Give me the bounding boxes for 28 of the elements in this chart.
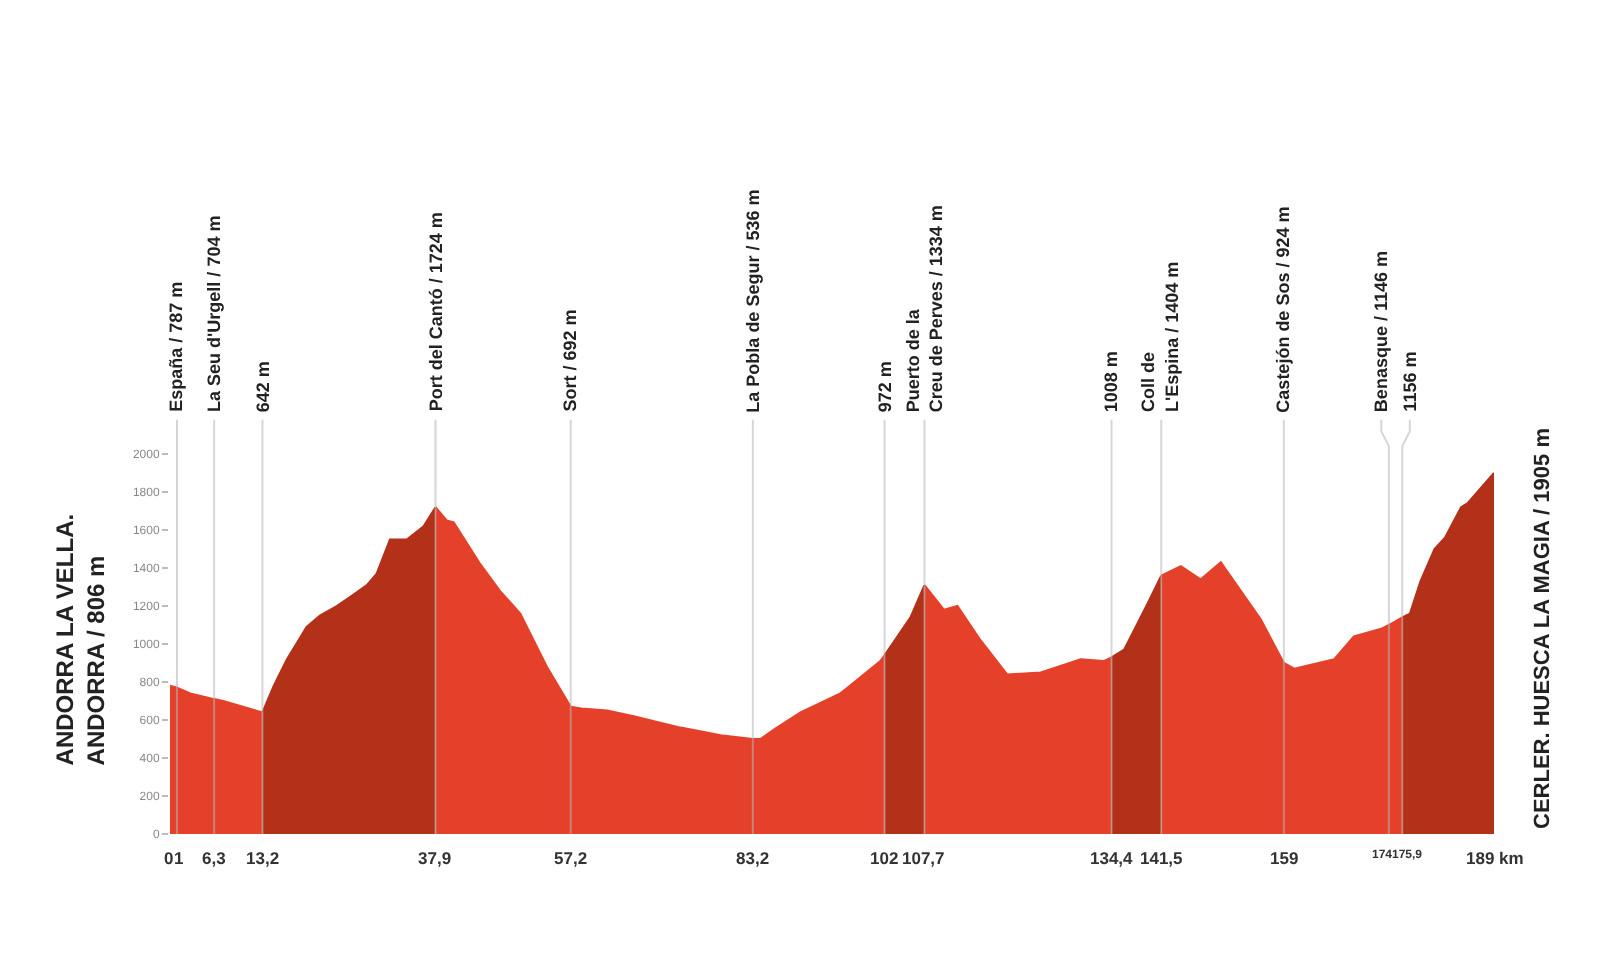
ref-line-label: Sort / 692 m	[559, 309, 580, 412]
ref-line-label: La Seu d'Urgell / 704 m	[204, 215, 225, 412]
x-tick-label: 107,7	[902, 848, 946, 868]
text: ANDORRA LA VELLA. ANDORRA / 806 m	[50, 513, 110, 766]
ref-line-label: España / 787 m	[166, 281, 187, 412]
ref-line-label: 1156 m	[1400, 351, 1421, 412]
ref-line-label: Port del Cantó / 1724 m	[425, 212, 446, 412]
ref-line-label: 972 m	[874, 361, 895, 413]
ref-line-label: Castejón de Sos / 924 m	[1273, 206, 1294, 413]
x-tick-label: 57,2	[554, 848, 588, 868]
x-tick-label: 189 km	[1466, 848, 1525, 868]
x-tick-label: 0	[164, 848, 174, 868]
x-tick-label: 134,4	[1090, 848, 1134, 868]
ref-line-label: 642 m	[252, 361, 273, 413]
x-tick-label: 141,5	[1140, 848, 1184, 868]
x-tick-label: 13,2	[246, 848, 280, 868]
ref-line-label: La Pobla de Segur / 536 m	[743, 189, 764, 413]
x-tick-label: 83,2	[736, 848, 770, 868]
x-tick-label: 159	[1270, 848, 1299, 868]
ref-line-label: Puerto de la Creu de Perves / 1334 m	[902, 205, 947, 413]
x-tick-label: 1	[174, 848, 184, 868]
ref-line-label: Coll de L'Espina / 1404 m	[1138, 261, 1182, 413]
x-tick-label: 37,9	[418, 848, 452, 868]
ref-line-label: Benasque / 1146 m	[1370, 251, 1391, 413]
text: CERLER. HUESCA LA MAGIA / 1905 m	[1531, 427, 1555, 829]
x-tick-label: 6,3	[202, 848, 227, 868]
x-tick-label: 102	[870, 848, 899, 868]
ref-line-label: 1008 m	[1100, 351, 1121, 413]
